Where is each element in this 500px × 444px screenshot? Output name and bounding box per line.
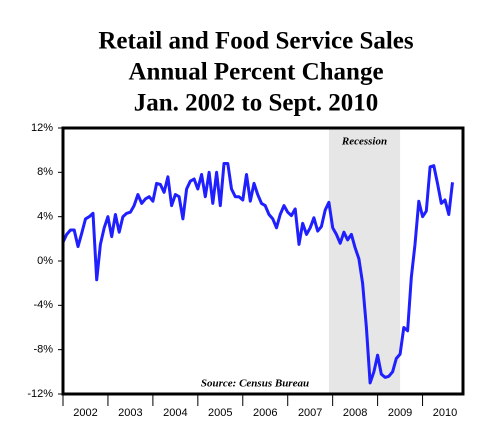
y-tick-label: 0% (37, 255, 53, 267)
x-tick-label: 2009 (388, 407, 412, 419)
chart-title: Jan. 2002 to Sept. 2010 (134, 90, 378, 117)
y-tick-label: -8% (33, 344, 53, 356)
recession-label: Recession (341, 136, 387, 148)
x-tick-label: 2003 (118, 407, 142, 419)
y-tick-label: 4% (37, 211, 53, 223)
chart-title: Retail and Food Service Sales (98, 28, 414, 55)
recession-band (328, 128, 401, 394)
chart-title: Annual Percent Change (128, 59, 383, 86)
x-tick-label: 2005 (208, 407, 232, 419)
x-tick-label: 2002 (73, 407, 97, 419)
y-tick-label: 8% (37, 166, 53, 178)
y-tick-label: -4% (33, 299, 53, 311)
x-tick-label: 2007 (298, 407, 322, 419)
x-tick-label: 2006 (253, 407, 277, 419)
plot-frame (61, 126, 465, 396)
source-note: Source: Census Bureau (201, 378, 309, 390)
data-line (61, 162, 454, 385)
x-tick-label: 2008 (343, 407, 367, 419)
y-tick-label: 12% (31, 122, 53, 134)
y-tick-label: -12% (27, 388, 53, 400)
x-tick-label: 2010 (433, 407, 457, 419)
x-tick-label: 2004 (163, 407, 187, 419)
